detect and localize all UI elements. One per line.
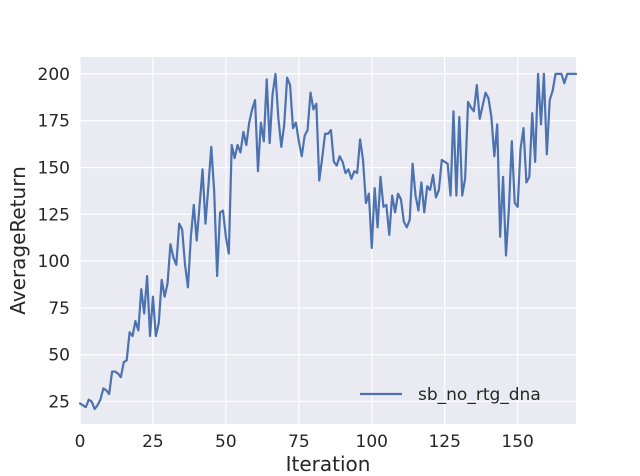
y-tick-label: 175 (38, 112, 70, 132)
legend: sb_no_rtg_dna (360, 385, 541, 405)
legend-label: sb_no_rtg_dna (418, 385, 541, 405)
y-tick-label: 50 (48, 346, 70, 366)
series-line (78, 72, 578, 411)
y-tick-label: 25 (48, 393, 70, 413)
x-axis-label: Iteration (286, 452, 371, 476)
y-tick-label: 150 (38, 158, 70, 178)
x-tick-label: 0 (75, 432, 86, 452)
x-tick-label: 50 (215, 432, 237, 452)
plot-area (80, 57, 576, 424)
y-tick-label: 200 (38, 65, 70, 85)
y-tick-label: 100 (38, 252, 70, 272)
x-tick-label: 150 (501, 432, 533, 452)
y-tick-label: 75 (48, 299, 70, 319)
x-tick-label: 125 (428, 432, 460, 452)
x-tick-labels: 0 25 50 75 100 125 150 (75, 432, 534, 452)
y-tick-label: 125 (38, 205, 70, 225)
series-lines (78, 72, 578, 411)
y-axis-label: AverageReturn (6, 166, 30, 315)
x-tick-label: 25 (142, 432, 164, 452)
x-tick-label: 75 (288, 432, 310, 452)
x-tick-label: 100 (356, 432, 388, 452)
y-tick-labels: 25 50 75 100 125 150 175 200 (38, 65, 70, 413)
